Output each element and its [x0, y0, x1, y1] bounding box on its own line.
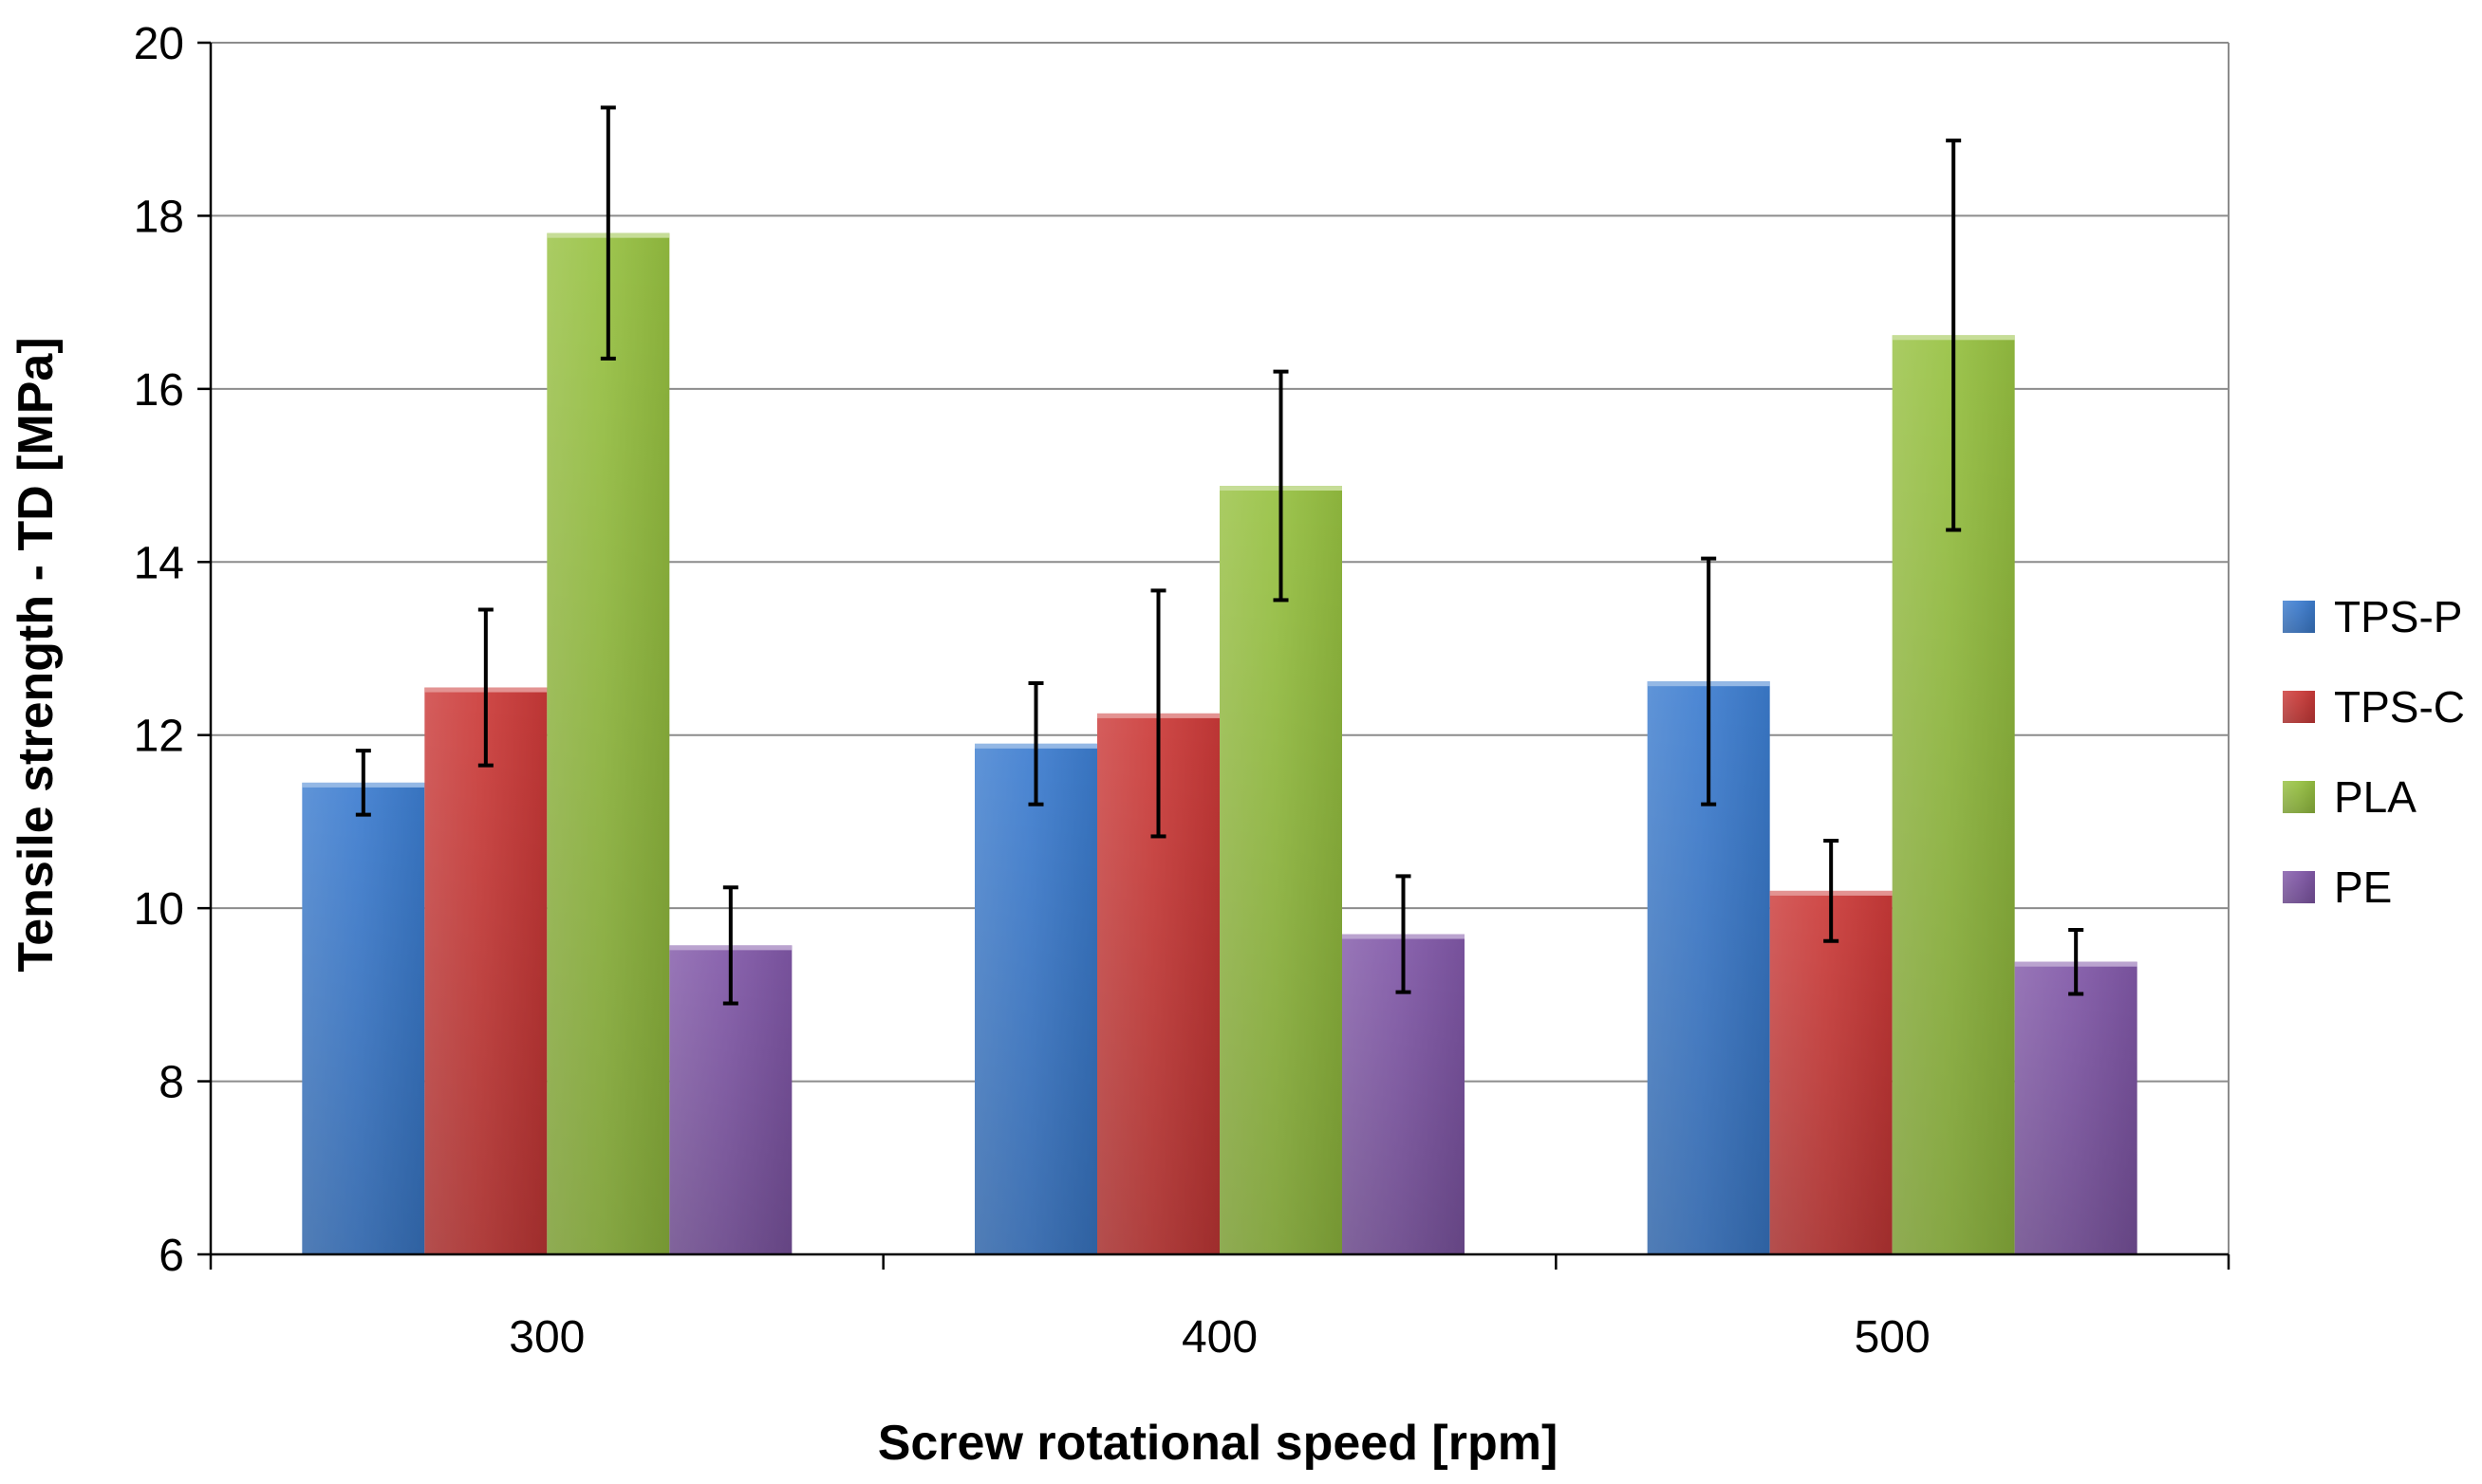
legend-label: TPS-C: [2334, 682, 2465, 732]
bar-shade: [424, 687, 548, 1254]
y-tick-label: 10: [134, 884, 184, 935]
x-tick-label: 400: [1182, 1312, 1258, 1363]
legend-label: TPS-P: [2334, 592, 2462, 641]
legend-swatch-shade: [2283, 871, 2315, 903]
legend-label: PLA: [2334, 772, 2417, 822]
y-tick-label: 16: [134, 365, 184, 416]
y-tick-label: 18: [134, 192, 184, 242]
y-tick-label: 12: [134, 712, 184, 762]
bar-shade: [975, 743, 1097, 1254]
x-axis-title: Screw rotational speed [rpm]: [878, 1416, 1558, 1471]
y-tick-label: 8: [159, 1058, 184, 1108]
y-tick-label: 6: [159, 1231, 184, 1281]
legend-swatch-shade: [2283, 601, 2315, 633]
bar-shade: [1769, 890, 1893, 1254]
x-tick-label: 300: [509, 1312, 585, 1363]
error-bars: [355, 105, 2084, 1006]
bar-shade: [547, 232, 670, 1255]
x-tick-label: 500: [1855, 1312, 1931, 1363]
bar-shade: [302, 782, 425, 1254]
legend-swatch-shade: [2283, 781, 2315, 813]
legend-swatch-shade: [2283, 691, 2315, 723]
bar-shade: [1220, 486, 1342, 1254]
y-tick-label: 14: [134, 538, 184, 588]
y-tick-label: 20: [134, 19, 184, 69]
axes: [197, 41, 2230, 1270]
legend-label: PE: [2334, 863, 2392, 912]
legend: TPS-P TPS-C PLA PE: [2283, 592, 2465, 912]
bar-shade: [2014, 961, 2137, 1254]
tick-labels: 6 8 10 12 14 16 18 20 300 400 500: [134, 19, 1931, 1363]
y-axis-title: Tensile strength - TD [MPa]: [9, 337, 64, 972]
axis-titles: Screw rotational speed [rpm] Tensile str…: [9, 337, 1558, 1471]
bars: [302, 232, 2137, 1255]
